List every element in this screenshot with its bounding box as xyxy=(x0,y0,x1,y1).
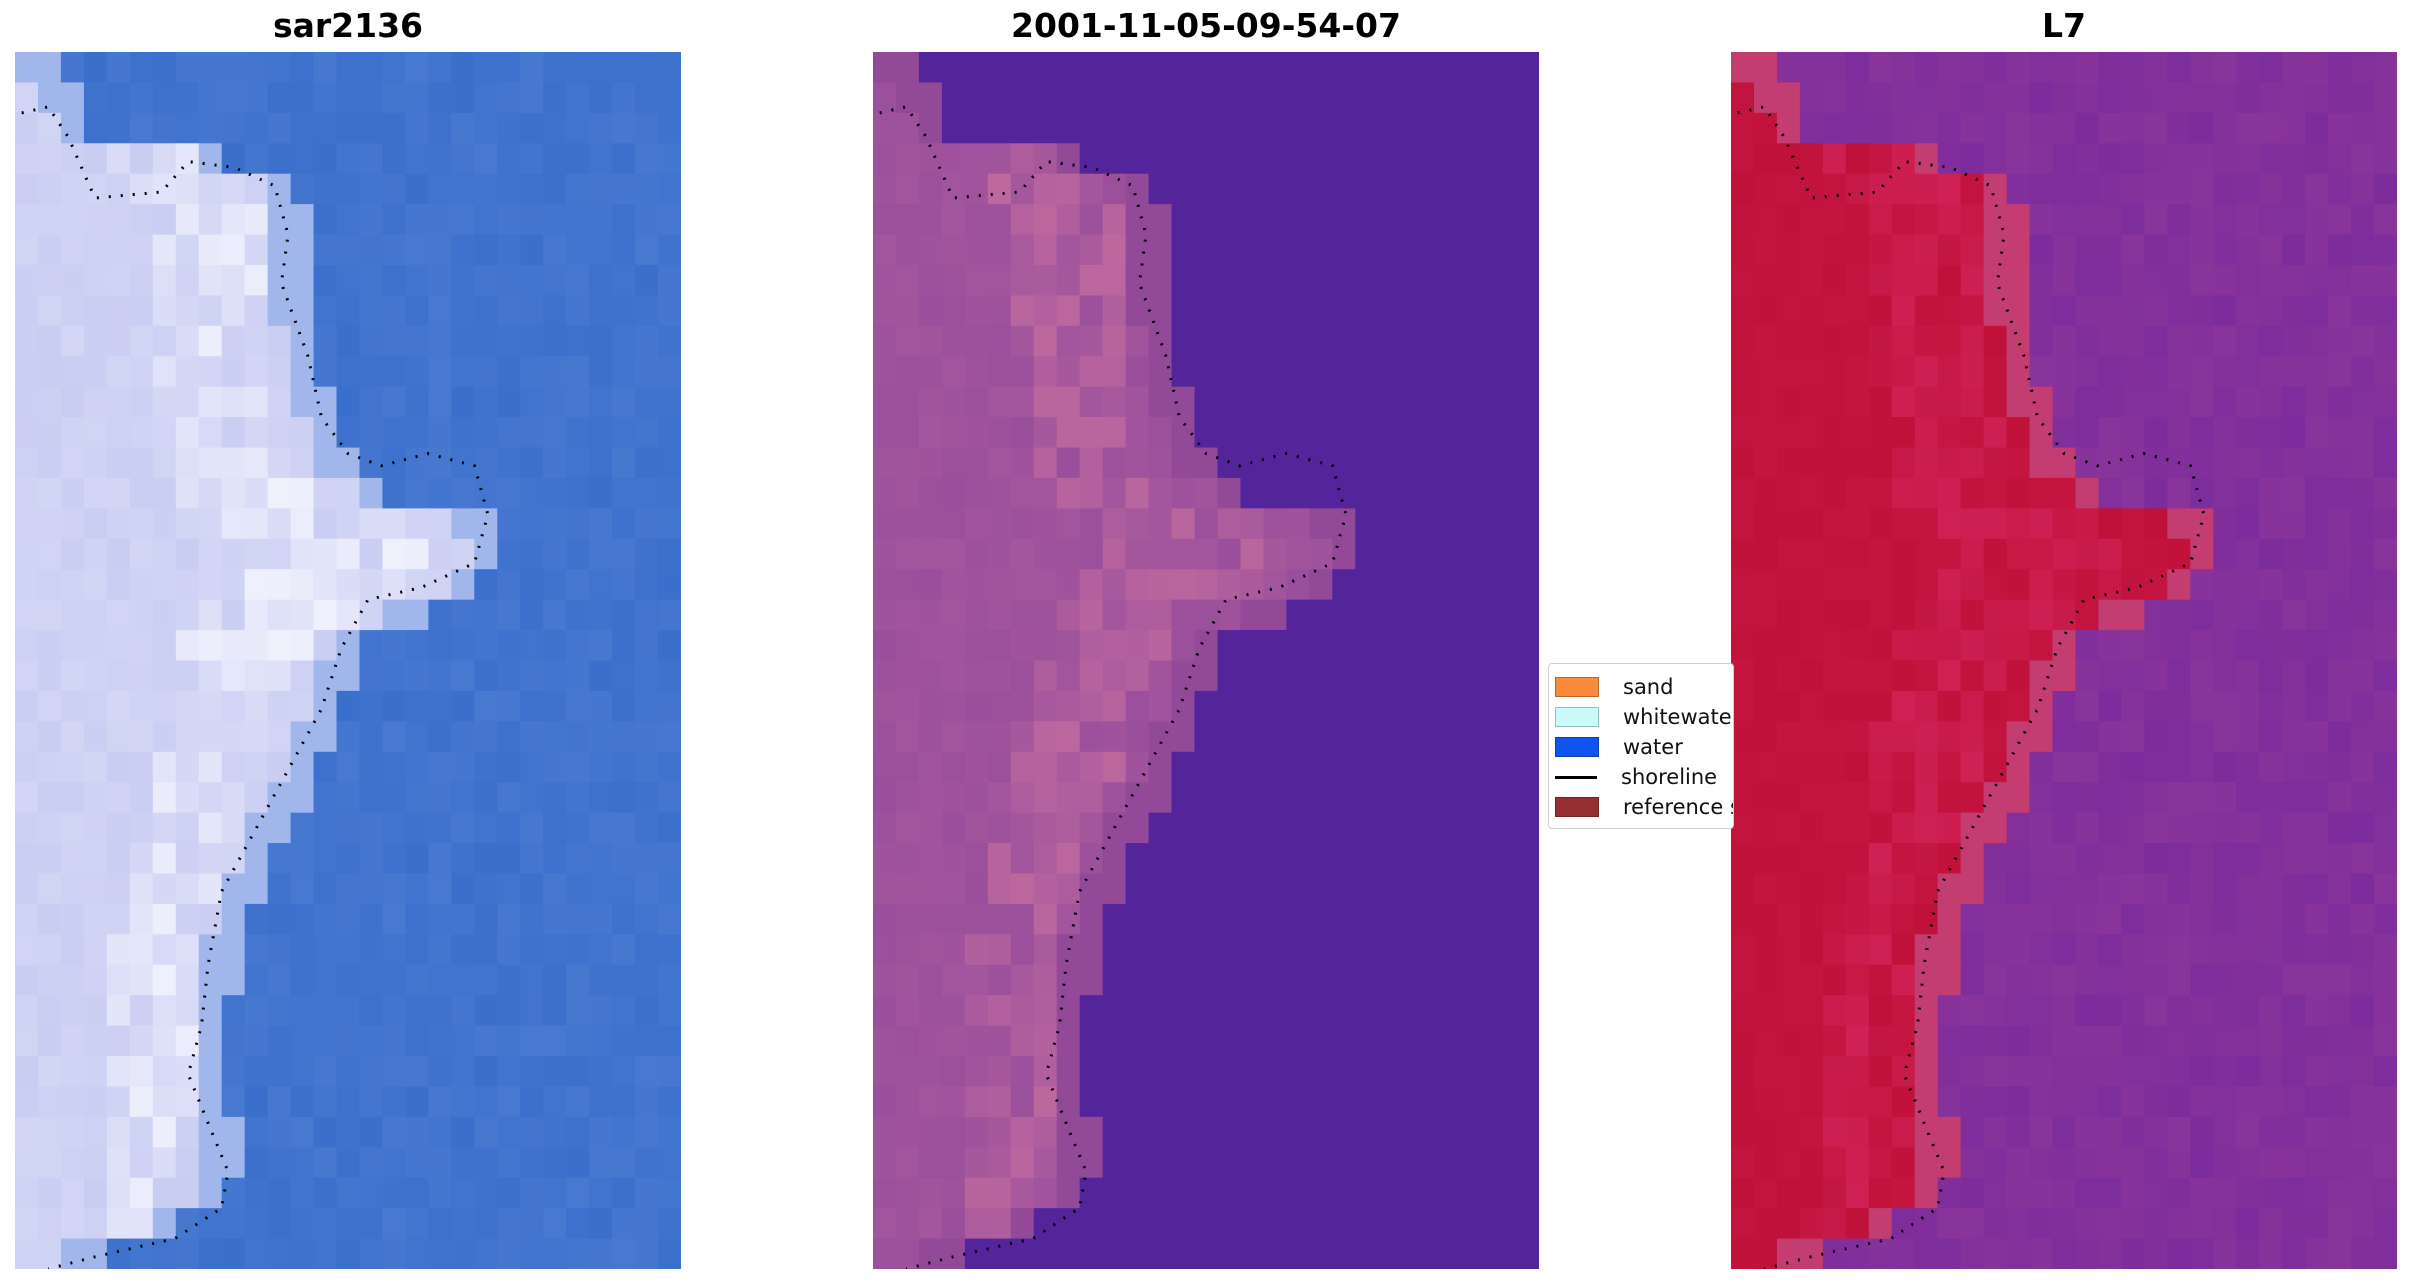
legend-line-shoreline xyxy=(1555,775,1597,779)
legend-swatch-whitewater xyxy=(1555,707,1599,727)
panel-title-3: L7 xyxy=(2042,6,2086,45)
legend-label-sand: sand xyxy=(1623,675,1674,699)
image-panel-1 xyxy=(15,52,681,1269)
legend-label-whitewater: whitewater xyxy=(1623,705,1734,729)
satellite-image-1 xyxy=(15,52,681,1269)
classified-image-2 xyxy=(873,52,1539,1269)
raster-pixels xyxy=(873,52,1539,1269)
legend-swatch-sand xyxy=(1555,677,1599,697)
legend-item-water: water xyxy=(1555,735,1683,759)
panel-title-1: sar2136 xyxy=(272,6,424,45)
panel-title-2: 2001-11-05-09-54-07 xyxy=(1011,6,1401,45)
legend-label-reference-shoreline: reference shoreline xyxy=(1623,795,1733,819)
legend-swatch-water xyxy=(1555,737,1599,757)
legend-item-sand: sand xyxy=(1555,675,1673,699)
raster-pixels xyxy=(1731,52,2397,1269)
legend-label-water: water xyxy=(1623,735,1683,759)
legend-swatch-reference-shoreline xyxy=(1555,797,1599,817)
index-image-3 xyxy=(1731,52,2397,1269)
legend-label-shoreline: shoreline xyxy=(1621,765,1718,789)
raster-pixels xyxy=(15,52,681,1269)
legend: sand whitewater water shoreline referenc… xyxy=(1548,663,1734,829)
legend-item-reference-shoreline: reference shoreline xyxy=(1555,795,1733,819)
legend-item-shoreline: shoreline xyxy=(1555,765,1717,789)
image-panel-3 xyxy=(1731,52,2397,1269)
image-panel-2 xyxy=(873,52,1539,1269)
legend-item-whitewater: whitewater xyxy=(1555,705,1734,729)
